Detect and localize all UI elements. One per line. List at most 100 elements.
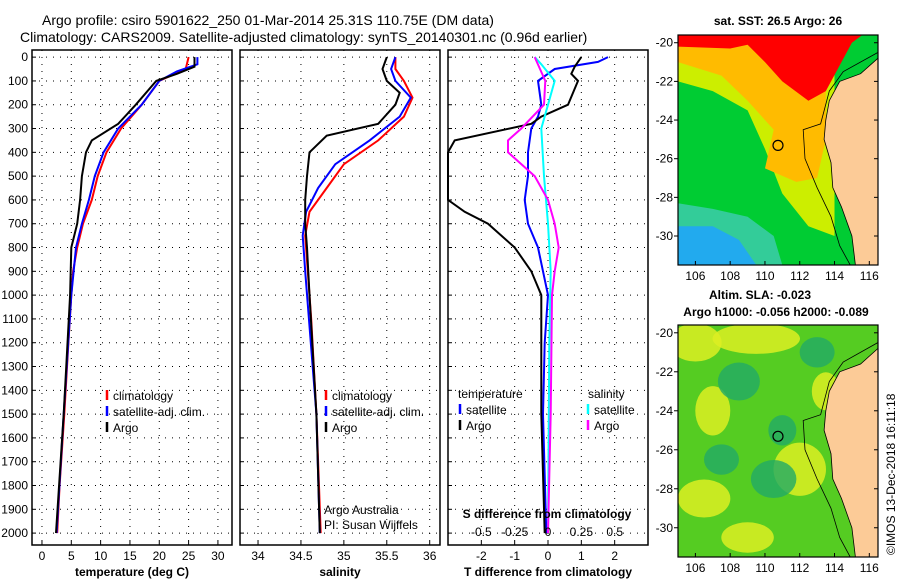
map-x-tick-label: 116 bbox=[860, 561, 879, 575]
map-frame bbox=[677, 34, 879, 266]
map-x-tick-label: 108 bbox=[720, 269, 740, 283]
plot-frame bbox=[239, 49, 441, 546]
map-y-tick-label: -20 bbox=[656, 326, 674, 340]
plot-frame bbox=[447, 49, 649, 546]
legend-title-temperature: temperature bbox=[458, 387, 523, 401]
map-x-tick-label: 106 bbox=[685, 561, 705, 575]
legend-label: Argo bbox=[466, 419, 492, 433]
shelf-contour bbox=[802, 342, 878, 557]
panel-salinity: 34 34.5 35 35.5 36 salinity climatology satelli… bbox=[239, 49, 441, 579]
series-line-satellite-adj-clim- bbox=[55, 57, 199, 534]
map-y-tick-label: -22 bbox=[656, 74, 674, 88]
legend-label: satellite bbox=[594, 403, 635, 417]
x2-tick-label: -0.25 bbox=[501, 525, 529, 539]
legend-label: climatology bbox=[332, 389, 392, 403]
map-x-tick-label: 110 bbox=[755, 561, 774, 575]
y-tick-label: 300 bbox=[8, 122, 28, 136]
argo-location-marker bbox=[772, 139, 784, 151]
map-x-tick-label: 108 bbox=[720, 561, 740, 575]
shelf-contour bbox=[802, 52, 878, 265]
map-y-tick-label: -30 bbox=[656, 521, 674, 535]
argo-location-marker bbox=[772, 430, 784, 442]
series-line-s-argo bbox=[507, 56, 560, 534]
map-x-tick-label: 116 bbox=[860, 269, 879, 283]
land-mass bbox=[823, 57, 878, 265]
panel-temperature: 0100200300400500600700800900100011001200… bbox=[1, 49, 233, 579]
map-y-tick-label: -26 bbox=[656, 443, 674, 457]
series-line-satellite-adj-clim- bbox=[301, 56, 413, 534]
credit-annotation: Argo Australia bbox=[324, 503, 399, 517]
legend-label: Argo bbox=[332, 421, 358, 435]
y-tick-label: 900 bbox=[8, 264, 28, 278]
legend-label: satellite-adj. clim. bbox=[332, 405, 424, 419]
y-tick-label: 1700 bbox=[1, 455, 28, 469]
y-tick-label: 600 bbox=[8, 193, 28, 207]
land-mass bbox=[823, 347, 878, 557]
x-tick-label: 20 bbox=[153, 549, 167, 563]
sla-map-title: Altim. SLA: -0.023 bbox=[709, 288, 811, 302]
legend-label: Argo bbox=[113, 421, 139, 435]
map-x-tick-label: 112 bbox=[790, 561, 809, 575]
x-tick-label: 25 bbox=[182, 549, 196, 563]
figure-title: Argo profile: csiro 5901622_250 01-Mar-2… bbox=[42, 12, 494, 28]
map-x-tick-label: 114 bbox=[825, 561, 844, 575]
y-tick-label: 1000 bbox=[1, 288, 28, 302]
x-axis-label: temperature (deg C) bbox=[75, 565, 189, 579]
map-field bbox=[678, 325, 878, 557]
series-line-s-satellite bbox=[533, 56, 556, 534]
sst-map-title: sat. SST: 26.5 Argo: 26 bbox=[714, 14, 843, 28]
map-y-tick-label: -22 bbox=[656, 365, 674, 379]
x2-tick-label: 0.5 bbox=[606, 525, 623, 539]
map-frame bbox=[677, 324, 879, 558]
x-tick-label: 34 bbox=[251, 549, 265, 563]
x2-tick-label: -0.5 bbox=[471, 525, 492, 539]
map-y-tick-label: -28 bbox=[656, 190, 674, 204]
map-field bbox=[678, 35, 878, 265]
sla-low-blob bbox=[750, 460, 797, 499]
x-tick-label: 36 bbox=[423, 549, 437, 563]
sla-map-subtitle: Argo h1000: -0.056 h2000: -0.089 bbox=[683, 305, 869, 319]
y-tick-label: 1900 bbox=[1, 502, 28, 516]
x-tick-label: 35.5 bbox=[375, 549, 399, 563]
x-axis-label: salinity bbox=[319, 565, 361, 579]
legend-label: satellite-adj. clim. bbox=[113, 405, 205, 419]
sla-low-blob bbox=[799, 337, 835, 368]
panel-difference: -2 -1 0 1 2 T difference from climatology temp… bbox=[447, 49, 649, 579]
y-tick-label: 400 bbox=[8, 145, 28, 159]
y-tick-label: 1600 bbox=[1, 431, 28, 445]
y-tick-label: 1500 bbox=[1, 407, 28, 421]
x-tick-label: 35 bbox=[337, 549, 351, 563]
x-tick-label: -1 bbox=[509, 549, 520, 563]
map-y-tick-label: -24 bbox=[656, 404, 674, 418]
x-tick-label: 15 bbox=[123, 549, 137, 563]
credit-text: ©IMOS 13-Dec-2018 16:11:18 bbox=[884, 393, 898, 555]
x-tick-label: 1 bbox=[578, 549, 585, 563]
legend-label: Argo bbox=[594, 419, 620, 433]
legend-label: climatology bbox=[113, 389, 173, 403]
legend-title-salinity: salinity bbox=[588, 387, 625, 401]
sla-low-blob bbox=[703, 444, 739, 475]
x-tick-label: 30 bbox=[211, 549, 225, 563]
figure-subtitle: Climatology: CARS2009. Satellite-adjuste… bbox=[20, 29, 588, 45]
y-tick-label: 0 bbox=[21, 50, 28, 64]
sla-high-blob bbox=[721, 522, 774, 553]
y-tick-label: 500 bbox=[8, 169, 28, 183]
sla-high-blob bbox=[712, 325, 800, 354]
x-tick-label: 0 bbox=[39, 549, 46, 563]
y-tick-label: 1200 bbox=[1, 336, 28, 350]
legend-label: satellite bbox=[466, 403, 507, 417]
sla-high-blob bbox=[678, 325, 722, 362]
sla-low-blob bbox=[717, 362, 760, 401]
x-tick-label: 0 bbox=[545, 549, 552, 563]
y-tick-label: 800 bbox=[8, 241, 28, 255]
map-y-tick-label: -24 bbox=[656, 113, 674, 127]
map-x-tick-label: 106 bbox=[685, 269, 705, 283]
credit-annotation: PI: Susan Wijffels bbox=[324, 518, 418, 532]
map-y-tick-label: -28 bbox=[656, 482, 674, 496]
series-line-t-satellite bbox=[523, 56, 609, 534]
sst-cold bbox=[678, 226, 757, 265]
y-tick-label: 1100 bbox=[2, 312, 28, 326]
y-tick-label: 700 bbox=[8, 217, 28, 231]
x-tick-label: 2 bbox=[611, 549, 618, 563]
